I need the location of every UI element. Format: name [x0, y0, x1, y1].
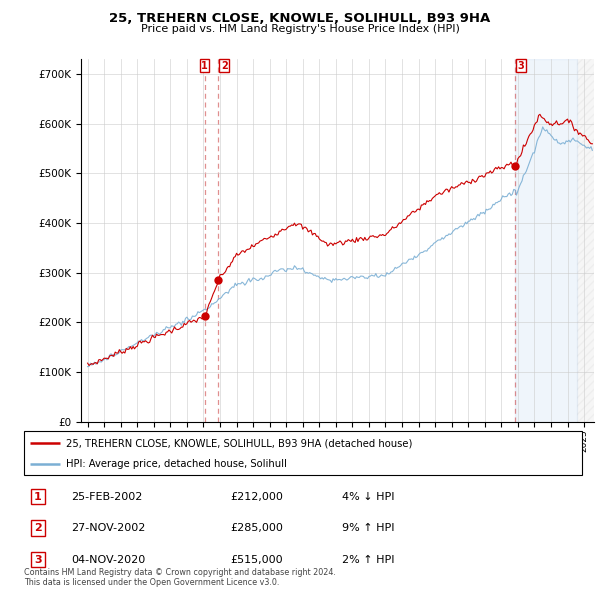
Text: 1: 1 — [34, 491, 42, 502]
Text: £212,000: £212,000 — [230, 491, 283, 502]
Text: Contains HM Land Registry data © Crown copyright and database right 2024.
This d: Contains HM Land Registry data © Crown c… — [24, 568, 336, 587]
Text: 3: 3 — [518, 61, 524, 71]
Text: 3: 3 — [34, 555, 42, 565]
Text: 04-NOV-2020: 04-NOV-2020 — [71, 555, 146, 565]
Bar — [577, 59, 593, 422]
Text: 2: 2 — [34, 523, 42, 533]
Text: 2: 2 — [221, 61, 227, 71]
Text: 9% ↑ HPI: 9% ↑ HPI — [342, 523, 395, 533]
Text: 2% ↑ HPI: 2% ↑ HPI — [342, 555, 395, 565]
Text: 1: 1 — [201, 61, 208, 71]
Text: Price paid vs. HM Land Registry's House Price Index (HPI): Price paid vs. HM Land Registry's House … — [140, 24, 460, 34]
Text: HPI: Average price, detached house, Solihull: HPI: Average price, detached house, Soli… — [66, 459, 287, 469]
Text: 27-NOV-2002: 27-NOV-2002 — [71, 523, 146, 533]
Text: £515,000: £515,000 — [230, 555, 283, 565]
Bar — [515, 59, 577, 422]
Text: 4% ↓ HPI: 4% ↓ HPI — [342, 491, 395, 502]
Text: £285,000: £285,000 — [230, 523, 283, 533]
Text: 25-FEB-2002: 25-FEB-2002 — [71, 491, 143, 502]
Text: 25, TREHERN CLOSE, KNOWLE, SOLIHULL, B93 9HA: 25, TREHERN CLOSE, KNOWLE, SOLIHULL, B93… — [109, 12, 491, 25]
Text: 25, TREHERN CLOSE, KNOWLE, SOLIHULL, B93 9HA (detached house): 25, TREHERN CLOSE, KNOWLE, SOLIHULL, B93… — [66, 438, 412, 448]
